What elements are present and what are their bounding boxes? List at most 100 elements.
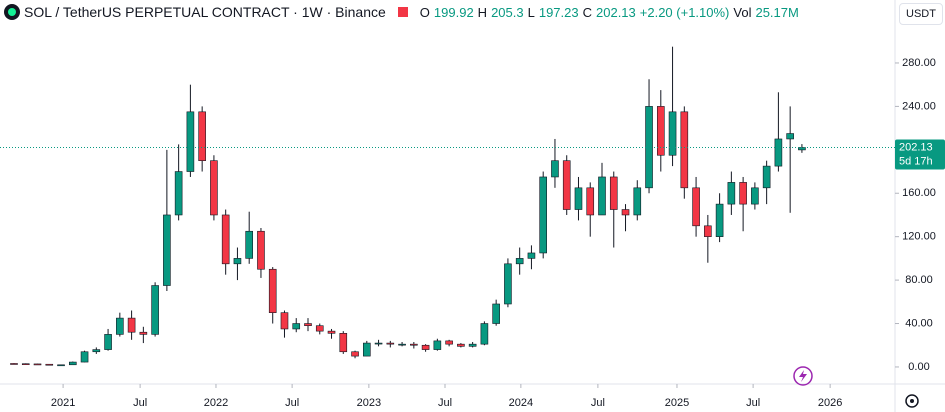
candle-body xyxy=(680,111,689,189)
candle-body xyxy=(774,138,783,167)
candle-body xyxy=(33,363,42,366)
candle-body xyxy=(515,258,524,265)
candle-body xyxy=(786,133,794,140)
candle-body xyxy=(186,111,195,172)
x-tick-label: Jul xyxy=(591,397,605,409)
candle-body xyxy=(221,214,230,265)
high-label: H xyxy=(477,4,488,20)
candle-body xyxy=(492,303,500,324)
last-price-label: 202.13 xyxy=(899,141,933,153)
x-tick-label: 2025 xyxy=(665,397,689,409)
volume-value: 25.17M xyxy=(755,4,799,20)
close-label: C xyxy=(582,4,592,20)
currency-selector[interactable]: USDT xyxy=(899,3,943,25)
candle-body xyxy=(139,331,148,335)
open-value: 199.92 xyxy=(433,4,474,20)
x-tick-label: 2022 xyxy=(204,397,228,409)
candle-body xyxy=(633,187,642,216)
candle-body xyxy=(21,363,30,365)
candle-body xyxy=(210,160,218,216)
symbol-title[interactable]: SOL / TetherUS PERPETUAL CONTRACT · 1W ·… xyxy=(24,4,386,20)
open-label: O xyxy=(419,4,430,20)
candle-body xyxy=(551,160,559,178)
candle-body xyxy=(386,342,395,345)
candle-body xyxy=(504,263,512,305)
candle-body xyxy=(10,363,18,365)
candle-body xyxy=(751,187,759,205)
candle-body xyxy=(351,351,359,357)
candle-body xyxy=(92,349,101,353)
candle-body xyxy=(656,106,665,156)
y-tick-label: 280.00 xyxy=(902,57,936,69)
close-value: 202.13 xyxy=(596,4,636,20)
candle-body xyxy=(257,230,265,270)
candle-body xyxy=(574,187,583,210)
candle-body xyxy=(398,343,406,346)
header: SOL / TetherUS PERPETUAL CONTRACT · 1W ·… xyxy=(4,4,799,20)
x-tick-label: Jul xyxy=(746,397,760,409)
candle-body xyxy=(739,182,747,205)
volume-label: Vol xyxy=(733,4,752,20)
candle-body xyxy=(116,317,124,335)
y-tick-label: 240.00 xyxy=(902,100,936,112)
candle-body xyxy=(468,343,477,347)
candle-body xyxy=(57,364,65,367)
x-tick-label: Jul xyxy=(133,397,147,409)
candle-body xyxy=(727,182,736,205)
candle-body xyxy=(692,187,700,227)
y-tick-label: 0.00 xyxy=(908,361,929,373)
candle-body xyxy=(174,171,183,216)
candle-body xyxy=(304,323,312,326)
candle-body xyxy=(292,323,301,330)
candle-body xyxy=(704,225,712,237)
countdown-label: 5d 17h xyxy=(899,155,933,167)
candle-body xyxy=(668,111,677,156)
x-tick-label: 2026 xyxy=(818,397,842,409)
symbol-logo xyxy=(4,4,20,20)
candle-body xyxy=(280,312,289,330)
x-tick-label: 2024 xyxy=(509,397,533,409)
candle-body xyxy=(45,363,54,366)
last-price-box xyxy=(895,139,945,170)
candles xyxy=(10,46,806,367)
change: +2.20 (+1.10%) xyxy=(639,4,730,20)
y-tick-label: 120.00 xyxy=(902,231,936,243)
candle-body xyxy=(104,334,112,350)
candle-body xyxy=(127,317,136,333)
candle-body xyxy=(586,187,595,216)
candle-body xyxy=(315,325,324,332)
candle-body xyxy=(457,343,465,347)
high-value: 205.3 xyxy=(491,4,524,20)
candle-body xyxy=(445,340,453,345)
candle-body xyxy=(268,268,277,313)
candle-body xyxy=(339,332,348,353)
x-tick-label: Jul xyxy=(438,397,452,409)
x-tick-label: 2021 xyxy=(51,397,75,409)
candle-body xyxy=(163,214,171,286)
candle-body xyxy=(374,342,383,345)
x-tick-label: Jul xyxy=(285,397,299,409)
low-value: 197.23 xyxy=(538,4,579,20)
y-tick-label: 160.00 xyxy=(902,187,936,199)
candle-body xyxy=(762,165,771,189)
low-label: L xyxy=(527,4,535,20)
candle-body xyxy=(598,176,606,216)
candle-body xyxy=(527,252,536,259)
candle-body xyxy=(421,344,430,350)
candle-body xyxy=(68,361,77,366)
candle-body xyxy=(151,285,159,335)
candle-body xyxy=(80,351,89,363)
candle-body xyxy=(609,176,618,210)
candle-body xyxy=(362,342,371,357)
y-tick-label: 80.00 xyxy=(905,274,933,286)
lightning-icon[interactable] xyxy=(793,366,813,386)
candle-body xyxy=(539,176,547,254)
candle-body xyxy=(327,330,336,334)
candle-body xyxy=(245,230,253,259)
candle-body xyxy=(198,111,206,161)
x-tick-label: 2023 xyxy=(357,397,381,409)
settings-icon[interactable] xyxy=(905,394,919,408)
status-dot xyxy=(397,7,408,17)
candle-body xyxy=(410,343,418,346)
